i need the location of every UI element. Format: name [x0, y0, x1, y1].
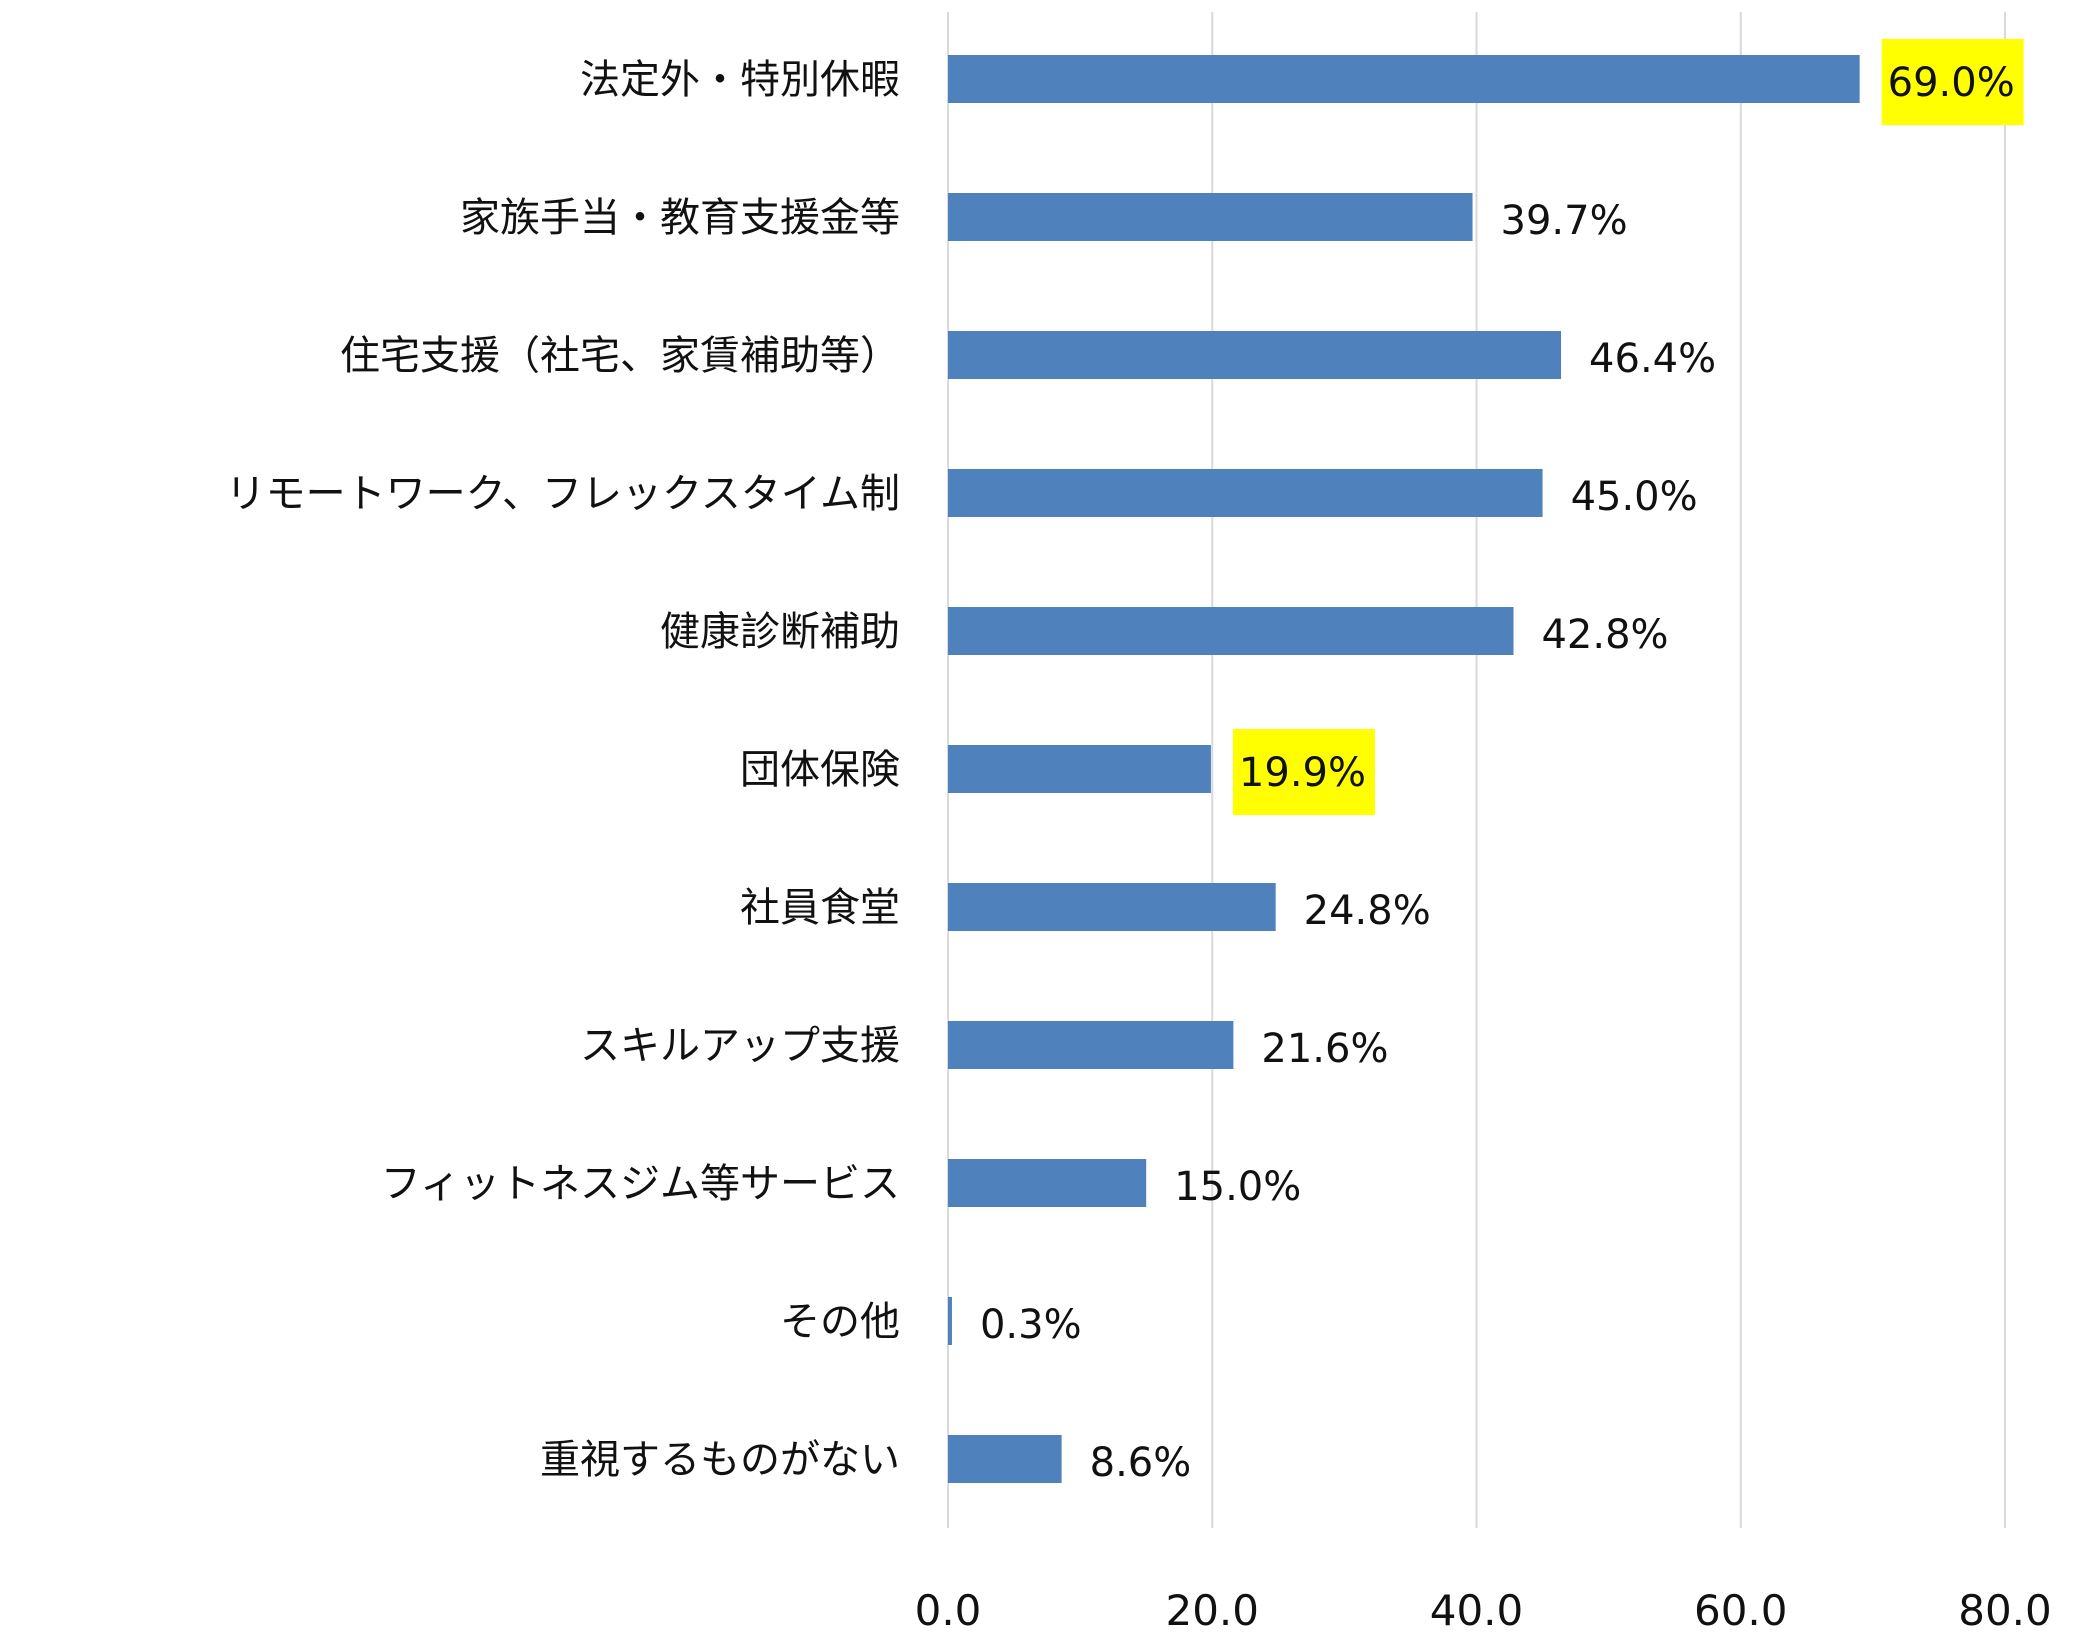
category-label: スキルアップ支援: [580, 1023, 900, 1069]
value-label: 8.6%: [1090, 1440, 1192, 1486]
category-label: 社員食堂: [740, 885, 900, 931]
bar: [948, 1021, 1234, 1069]
category-label: その他: [780, 1299, 900, 1345]
value-label: 42.8%: [1541, 612, 1668, 658]
category-label: 重視するものがない: [540, 1437, 900, 1483]
bar: [948, 607, 1514, 655]
category-label: 住宅支援（社宅、家賃補助等）: [340, 333, 900, 379]
bar: [948, 1159, 1147, 1207]
value-label-highlight: [1881, 39, 2024, 125]
category-label: 健康診断補助: [660, 609, 900, 655]
x-tick-label: 0.0: [915, 1586, 982, 1635]
value-labels: 69.0% 39.7% 46.4% 45.0% 42.8% 19.9% 24.8% 21.6%…: [980, 39, 2024, 1486]
value-label-highlight: [1232, 729, 1375, 815]
value-label: 19.9%: [1239, 750, 1366, 796]
value-label: 45.0%: [1571, 474, 1698, 520]
value-label: 69.0%: [1888, 60, 2015, 106]
value-label: 24.8%: [1304, 888, 1431, 934]
gridlines: [947, 12, 2006, 1528]
bar: [948, 55, 1860, 103]
bar: [948, 1435, 1062, 1483]
x-tick-label: 80.0: [1958, 1586, 2052, 1635]
bar: [948, 193, 1473, 241]
value-label: 15.0%: [1174, 1164, 1301, 1210]
category-label: 団体保険: [740, 747, 900, 793]
category-label: フィットネスジム等サービス: [381, 1161, 900, 1207]
bar: [948, 1297, 952, 1345]
x-tick-label: 40.0: [1430, 1586, 1524, 1635]
bar: [948, 883, 1276, 931]
value-label: 39.7%: [1501, 198, 1628, 244]
bar: [948, 469, 1543, 517]
category-label: リモートワーク、フレックスタイム制: [226, 471, 900, 517]
x-tick-label: 60.0: [1694, 1586, 1788, 1635]
value-label: 0.3%: [980, 1302, 1082, 1348]
bar: [948, 745, 1211, 793]
value-label: 46.4%: [1589, 336, 1716, 382]
category-label: 家族手当・教育支援金等: [460, 195, 900, 241]
bars: [948, 55, 1860, 1483]
bar: [948, 331, 1562, 379]
category-label: 法定外・特別休暇: [580, 57, 900, 103]
x-tick-label: 20.0: [1165, 1586, 1259, 1635]
value-label: 21.6%: [1261, 1026, 1388, 1072]
x-axis-tick-labels: 0.0 20.0 40.0 60.0 80.0: [915, 1586, 2052, 1635]
